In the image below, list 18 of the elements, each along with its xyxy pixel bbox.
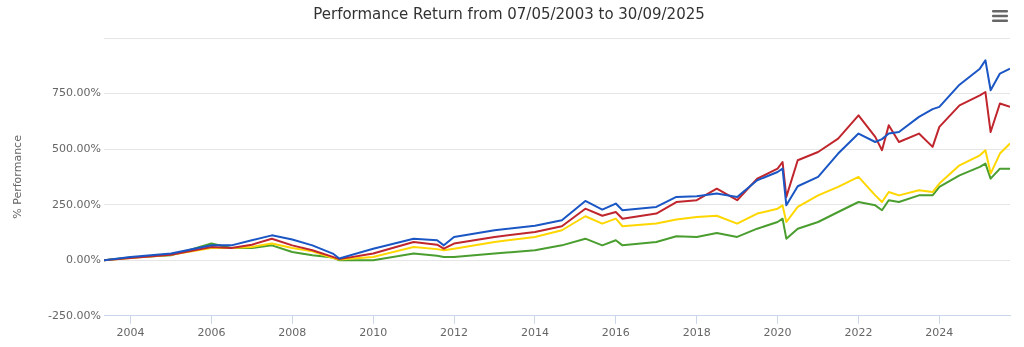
x-tick-label: 2024 (925, 326, 954, 340)
x-tick-label: 2020 (763, 326, 792, 340)
y-tick-label: -250.00% (48, 308, 101, 322)
x-tick-label: 2010 (359, 326, 388, 340)
y-axis-title: % Performance (11, 134, 25, 219)
y-tick-label: 750.00% (52, 86, 101, 100)
x-tick-label: 2012 (440, 326, 469, 340)
x-tick-label: 2014 (520, 326, 549, 340)
y-tick-label: 500.00% (52, 141, 101, 155)
x-tick-label: 2006 (197, 326, 226, 340)
x-tick-label: 2008 (278, 326, 307, 340)
x-tick-label: 2004 (116, 326, 145, 340)
y-tick-label: 0.00% (66, 253, 101, 267)
x-tick-label: 2022 (844, 326, 873, 340)
chart-title: Performance Return from 07/05/2003 to 30/09/2025 (313, 4, 705, 23)
y-tick-label: 250.00% (52, 197, 101, 211)
x-tick-label: 2018 (682, 326, 711, 340)
x-tick-label: 2016 (601, 326, 630, 340)
